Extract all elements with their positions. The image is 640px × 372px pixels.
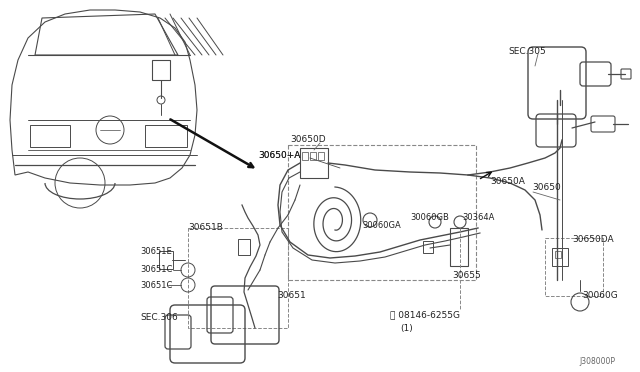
- Text: SEC.306: SEC.306: [140, 314, 178, 323]
- Text: 30060G: 30060G: [582, 291, 618, 299]
- Text: 30650A: 30650A: [490, 177, 525, 186]
- Text: 30655: 30655: [452, 270, 481, 279]
- Text: SEC.305: SEC.305: [508, 48, 546, 57]
- Text: 30650D: 30650D: [290, 135, 326, 144]
- Text: 30651C: 30651C: [140, 266, 172, 275]
- Text: 30650: 30650: [532, 183, 561, 192]
- Text: J308000P: J308000P: [579, 357, 615, 366]
- Text: 30060GA: 30060GA: [362, 221, 401, 230]
- Text: 30651C: 30651C: [140, 280, 172, 289]
- Text: 30650+A: 30650+A: [258, 151, 300, 160]
- Text: (1): (1): [400, 324, 413, 333]
- Text: 30364A: 30364A: [462, 214, 494, 222]
- Text: 30650DA: 30650DA: [572, 235, 614, 244]
- Text: 30650+A: 30650+A: [258, 151, 300, 160]
- Text: 30651: 30651: [277, 291, 306, 299]
- Text: 30651E: 30651E: [140, 247, 172, 257]
- Text: 30651B: 30651B: [188, 224, 223, 232]
- Text: Ⓑ 08146-6255G: Ⓑ 08146-6255G: [390, 311, 460, 320]
- Text: 30060GB: 30060GB: [410, 214, 449, 222]
